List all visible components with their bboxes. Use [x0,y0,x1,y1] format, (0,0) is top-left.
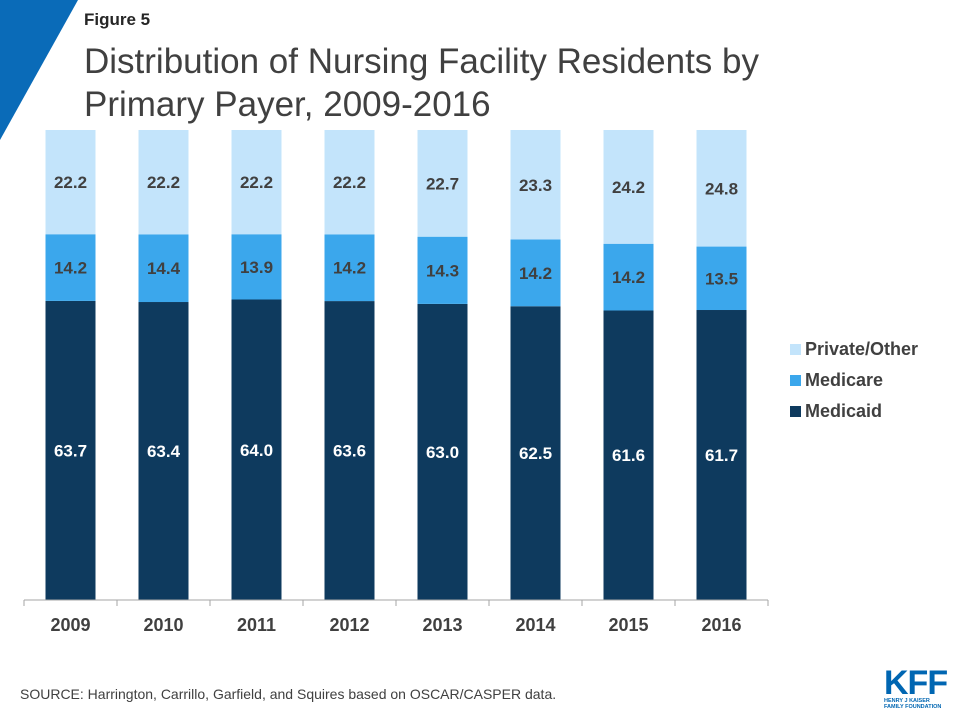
data-label-private-other-2012: 22.2 [333,173,366,192]
bar-medicare-2015 [603,243,654,311]
legend-label-medicaid: Medicaid [805,401,883,421]
bar-medicaid-2012 [324,301,375,600]
data-label-private-other-2013: 22.7 [426,174,459,193]
bar-medicaid-2013 [417,303,468,600]
bar-medicaid-2015 [603,310,654,600]
bar-medicare-2014 [510,239,561,307]
data-label-private-other-2016: 24.8 [705,179,738,198]
data-label-private-other-2009: 22.2 [54,173,87,192]
logo-subtext: HENRY J KAISER FAMILY FOUNDATION [884,698,952,710]
legend-swatch-medicaid [790,406,801,417]
bar-private-other-2014 [510,130,561,240]
logo-subtext-line2: FAMILY FOUNDATION [884,704,942,710]
data-label-medicare-2010: 14.4 [147,259,181,278]
data-label-medicare-2011: 13.9 [240,258,273,277]
data-label-medicaid-2012: 63.6 [333,442,366,461]
data-label-medicare-2009: 14.2 [54,259,87,278]
bar-medicaid-2009 [45,300,96,600]
legend-item-medicare: Medicare [790,365,918,396]
data-label-medicaid-2010: 63.4 [147,442,181,461]
bar-private-other-2012 [324,130,375,235]
data-label-medicaid-2014: 62.5 [519,444,552,463]
x-tick-label-2012: 2012 [329,615,369,635]
bar-medicare-2011 [231,234,282,300]
x-tick-label-2016: 2016 [701,615,741,635]
data-label-medicaid-2011: 64.0 [240,441,273,460]
bar-medicaid-2011 [231,299,282,600]
x-tick-label-2009: 2009 [50,615,90,635]
data-label-private-other-2011: 22.2 [240,173,273,192]
data-label-private-other-2014: 23.3 [519,176,552,195]
x-tick-label-2011: 2011 [237,615,276,635]
x-tick-label-2013: 2013 [422,615,462,635]
data-label-medicare-2013: 14.3 [426,261,459,280]
legend-swatch-private-other [790,344,801,355]
data-label-medicare-2015: 14.2 [612,268,645,287]
bar-private-other-2011 [231,130,282,235]
legend-label-medicare: Medicare [805,370,884,390]
chart-legend: Private/Other Medicare Medicaid [790,334,918,427]
bar-private-other-2013 [417,130,468,237]
legend-label-private-other: Private/Other [805,339,919,359]
data-label-medicaid-2016: 61.7 [705,446,738,465]
bar-private-other-2015 [603,130,654,244]
data-label-private-other-2010: 22.2 [147,173,180,192]
logo-mark: KFF [884,664,948,702]
x-tick-label-2010: 2010 [143,615,183,635]
bar-private-other-2010 [138,130,189,235]
chart-title: Distribution of Nursing Facility Residen… [84,42,759,124]
bar-medicare-2016 [696,246,747,311]
x-tick-label-2015: 2015 [608,615,648,635]
bar-medicare-2012 [324,234,375,302]
legend-swatch-medicare [790,375,801,386]
bar-medicare-2010 [138,234,189,303]
data-label-medicaid-2013: 63.0 [426,443,459,462]
bar-medicaid-2016 [696,310,747,600]
data-label-medicaid-2009: 63.7 [54,441,87,460]
bar-medicaid-2014 [510,306,561,600]
figure-label: Figure 5 [84,10,151,29]
logo-subtext-line1: HENRY J KAISER [884,698,930,704]
legend-item-medicaid: Medicaid [790,396,918,427]
x-tick-label-2014: 2014 [515,615,555,635]
data-label-medicaid-2015: 61.6 [612,446,645,465]
bar-medicare-2013 [417,236,468,304]
data-label-medicare-2012: 14.2 [333,259,366,278]
legend-item-private-other: Private/Other [790,334,918,365]
source-note: SOURCE: Harrington, Carrillo, Garfield, … [20,686,557,702]
bar-medicaid-2010 [138,302,189,600]
data-label-medicare-2016: 13.5 [705,269,738,288]
stacked-bar-chart: 63.7 14.2 22.2 2009 63.4 14.4 22.2 2010 64.0 13.9… [23,130,769,635]
data-label-private-other-2015: 24.2 [612,178,645,197]
bar-private-other-2016 [696,130,747,247]
bar-private-other-2009 [45,130,96,235]
bar-medicare-2009 [45,234,96,301]
corner-accent-shape [0,0,78,140]
data-label-medicare-2014: 14.2 [519,264,552,283]
kff-logo: KFF HENRY J KAISER FAMILY FOUNDATION [884,664,952,710]
